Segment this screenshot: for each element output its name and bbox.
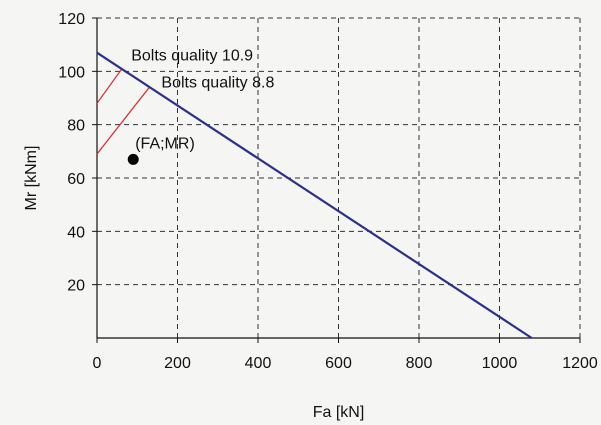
y-tick-label: 120 [58, 11, 85, 28]
y-tick-label: 100 [58, 64, 85, 81]
annotation-label: Bolts quality 8.8 [161, 74, 274, 91]
x-tick-label: 1000 [482, 355, 518, 372]
series-line [96, 51, 533, 339]
x-tick-label: 800 [406, 355, 433, 372]
x-tick-label: 1200 [562, 355, 598, 372]
x-tick-label: 0 [93, 355, 102, 372]
point-label: (FA;MR) [135, 135, 195, 152]
x-tick-label: 600 [325, 355, 352, 372]
limit-line [96, 68, 123, 104]
y-axis-label: Mr [kNm] [23, 146, 40, 211]
x-tick-label: 200 [164, 355, 191, 372]
x-tick-label: 400 [245, 355, 272, 372]
y-tick-label: 60 [67, 171, 85, 188]
y-tick-label: 40 [67, 224, 85, 241]
x-axis-label: Fa [kN] [313, 404, 365, 421]
limit-line [96, 86, 150, 155]
annotation-label: Bolts quality 10.9 [131, 48, 253, 65]
data-point [127, 153, 139, 165]
y-tick-label: 20 [67, 278, 85, 295]
y-tick-label: 80 [67, 118, 85, 135]
